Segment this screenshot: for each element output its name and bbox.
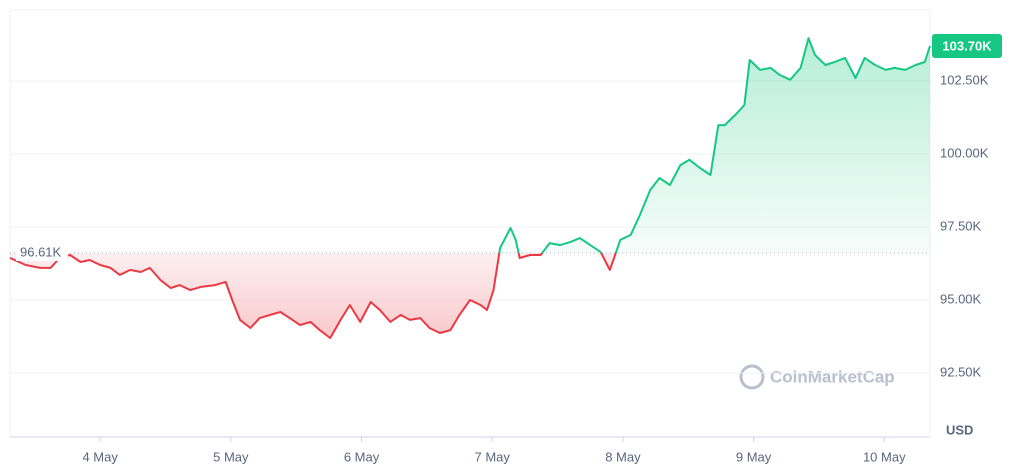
baseline-label: 96.61K (20, 244, 62, 259)
x-tick-label: 7 May (475, 449, 511, 464)
x-tick-label: 5 May (213, 449, 249, 464)
x-tick-label: 4 May (82, 449, 118, 464)
x-tick-label: 10 May (863, 449, 906, 464)
area-fill (10, 38, 930, 338)
y-tick-label: 100.00K (940, 145, 989, 160)
x-tick-label: 9 May (736, 449, 772, 464)
current-price-label: 103.70K (942, 38, 992, 53)
currency-label: USD (946, 422, 973, 437)
watermark-text: CoinMarketCap (770, 367, 895, 386)
baseline-label-bg (16, 242, 68, 261)
price-line (9, 37, 931, 339)
y-tick-label: 97.50K (940, 218, 982, 233)
y-tick-label: 95.00K (940, 291, 982, 306)
x-tick-label: 8 May (605, 449, 641, 464)
y-tick-label: 102.50K (940, 72, 989, 87)
watermark: CoinMarketCap (739, 364, 895, 390)
current-price-tag (932, 33, 1002, 58)
x-tick-label: 6 May (344, 449, 380, 464)
y-tick-label: 92.50K (940, 364, 982, 379)
